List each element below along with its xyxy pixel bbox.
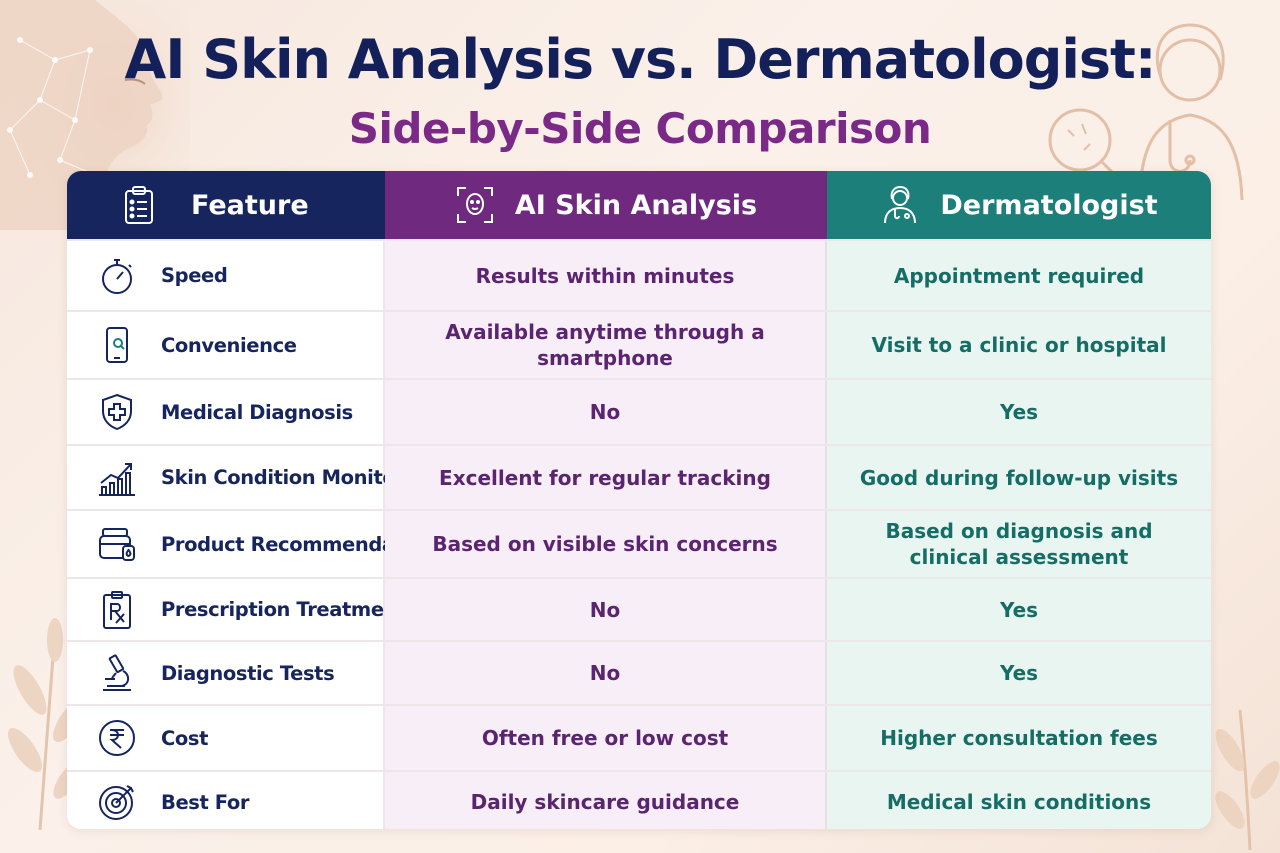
ai-value: No	[589, 597, 621, 622]
feature-label: Skin Condition Monitoring	[161, 466, 438, 489]
rupee-icon	[99, 720, 135, 756]
target-icon	[99, 785, 134, 820]
table-row: Diagnostic Tests No Yes	[67, 640, 1211, 704]
ai-value: No	[589, 400, 621, 424]
table-row: Skin Condition Monitoring Excellent for …	[67, 444, 1211, 509]
table-row: Convenience Available anytime through a …	[67, 310, 1211, 378]
derm-cell: Higher consultation fees	[827, 706, 1211, 770]
doctor-illustration	[1048, 23, 1244, 200]
medical-shield-icon	[102, 393, 132, 431]
header-derm: Dermatologist	[827, 171, 1211, 239]
ai-value: Based on visible skin concerns	[432, 532, 778, 556]
product-jar-icon	[99, 528, 135, 561]
doctor-icon	[884, 185, 917, 224]
feature-label: Convenience	[161, 333, 297, 357]
feature-label: Medical Diagnosis	[161, 400, 353, 424]
ai-cell: No	[385, 380, 827, 444]
derm-value: Yes	[999, 661, 1039, 685]
derm-value: Appointment required	[893, 263, 1145, 288]
table-row: Product Recommendations Based on visible…	[67, 509, 1211, 577]
feature-label: Diagnostic Tests	[161, 661, 335, 685]
ai-value: Often free or low cost	[481, 726, 729, 750]
feature-label: Speed	[161, 264, 228, 287]
ai-cell: Results within minutes	[385, 241, 827, 310]
header-ai-label: AI Skin Analysis	[514, 189, 758, 221]
page-subtitle: Side-by-Side Comparison	[348, 104, 932, 153]
feature-cell: Cost	[67, 706, 385, 770]
feature-cell: Prescription Treatment	[67, 579, 406, 640]
stopwatch-icon	[102, 258, 132, 294]
comparison-table: Feature AI Skin Analysis Dermatologist	[67, 171, 1211, 829]
derm-value: Yes	[999, 597, 1039, 622]
ai-cell: No	[385, 579, 827, 640]
ai-cell: No	[385, 642, 827, 704]
ai-cell: Excellent for regular tracking	[385, 446, 827, 509]
trend-chart-icon	[99, 462, 135, 496]
derm-value: Visit to a clinic or hospital	[871, 333, 1167, 357]
derm-cell: Good during follow-up visits	[827, 446, 1211, 509]
derm-value: Medical skin conditions	[886, 790, 1152, 814]
derm-cell: Visit to a clinic or hospital	[827, 312, 1211, 378]
derm-value: Higher consultation fees	[880, 726, 1158, 750]
ai-value: Results within minutes	[475, 263, 735, 288]
ai-value: Available anytime through a smartphone	[445, 320, 765, 370]
derm-value: Based on diagnosis and clinical assessme…	[885, 519, 1153, 569]
feature-cell: Best For	[67, 772, 385, 829]
table-row: Prescription Treatment No Yes	[67, 577, 1211, 640]
table-row: Best For Daily skincare guidance Medical…	[67, 770, 1211, 829]
prescription-icon	[103, 590, 131, 629]
table-row: Medical Diagnosis No Yes	[67, 378, 1211, 444]
derm-cell: Appointment required	[827, 241, 1211, 310]
derm-cell: Yes	[827, 579, 1211, 640]
table-row: Speed Results within minutes Appointment…	[67, 239, 1211, 310]
feature-label: Prescription Treatment	[161, 598, 407, 621]
ai-cell: Based on visible skin concerns	[385, 511, 827, 577]
derm-cell: Medical skin conditions	[827, 772, 1211, 829]
ai-cell: Available anytime through a smartphone	[385, 312, 827, 378]
ai-value: Daily skincare guidance	[470, 790, 740, 814]
header-feature-label: Feature	[191, 189, 309, 221]
leaf-decoration-right	[1215, 709, 1280, 850]
ai-value: Excellent for regular tracking	[439, 465, 771, 490]
header-derm-label: Dermatologist	[940, 189, 1158, 221]
derm-cell: Based on diagnosis and clinical assessme…	[827, 511, 1211, 577]
derm-value: Good during follow-up visits	[859, 465, 1179, 490]
feature-cell: Speed	[67, 241, 385, 310]
derm-cell: Yes	[827, 380, 1211, 444]
feature-cell: Product Recommendations	[67, 511, 448, 577]
derm-value: Yes	[999, 400, 1039, 424]
ai-cell: Often free or low cost	[385, 706, 827, 770]
feature-label: Best For	[161, 790, 250, 814]
ai-value: No	[589, 661, 621, 685]
header-feature: Feature	[67, 171, 385, 239]
table-header: Feature AI Skin Analysis Dermatologist	[67, 171, 1211, 239]
face-scan-icon	[456, 187, 493, 223]
clipboard-list-icon	[125, 186, 153, 224]
smartphone-icon	[106, 327, 128, 363]
feature-cell: Skin Condition Monitoring	[67, 446, 438, 509]
feature-label: Cost	[161, 726, 209, 750]
feature-cell: Diagnostic Tests	[67, 642, 385, 704]
derm-cell: Yes	[827, 642, 1211, 704]
microscope-icon	[103, 654, 131, 691]
page-title: AI Skin Analysis vs. Dermatologist:	[124, 28, 1157, 91]
header-ai: AI Skin Analysis	[385, 171, 827, 239]
ai-cell: Daily skincare guidance	[385, 772, 827, 829]
feature-label: Product Recommendations	[161, 532, 448, 556]
feature-cell: Convenience	[67, 312, 385, 378]
feature-cell: Medical Diagnosis	[67, 380, 385, 444]
table-row: Cost Often free or low cost Higher consu…	[67, 704, 1211, 770]
